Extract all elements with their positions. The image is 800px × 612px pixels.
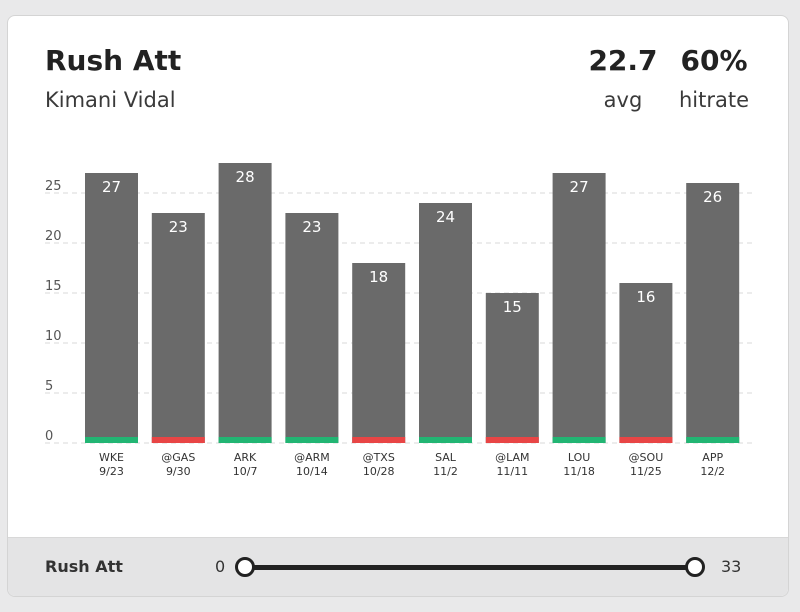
bar-value-label: 24 — [436, 208, 455, 226]
y-tick-label: 0 — [45, 429, 53, 444]
bar[interactable] — [85, 173, 138, 443]
bar-value-label: 27 — [570, 178, 589, 196]
filter-label: Rush Att — [45, 557, 123, 576]
avg-label: avg — [603, 88, 643, 112]
bar[interactable] — [151, 213, 205, 443]
bar[interactable] — [485, 293, 539, 443]
x-tick-date: 10/14 — [296, 465, 328, 478]
bar-value-label: 27 — [102, 178, 121, 196]
bar[interactable] — [552, 173, 606, 443]
bar[interactable] — [419, 203, 472, 443]
x-tick-date: 9/23 — [99, 465, 124, 478]
x-tick-opponent: @SOU — [629, 451, 664, 464]
x-tick-opponent: ARK — [234, 451, 257, 464]
bar[interactable] — [619, 283, 673, 443]
slider-track[interactable] — [245, 565, 695, 570]
range-filter: Rush Att 0 33 — [8, 537, 788, 596]
bar-value-label: 16 — [636, 288, 655, 306]
x-tick-date: 11/25 — [630, 465, 662, 478]
x-tick-date: 11/2 — [433, 465, 458, 478]
bar-value-label: 23 — [169, 218, 188, 236]
bar[interactable] — [686, 183, 740, 443]
x-tick-opponent: APP — [702, 451, 723, 464]
x-tick-date: 11/18 — [563, 465, 595, 478]
x-tick-date: 10/7 — [233, 465, 258, 478]
x-tick-opponent: @TXS — [363, 451, 395, 464]
bar[interactable] — [285, 213, 339, 443]
x-tick-opponent: @ARM — [294, 451, 330, 464]
stat-title: Rush Att — [45, 44, 182, 77]
x-tick-date: 12/2 — [700, 465, 725, 478]
hit-indicator — [686, 437, 740, 443]
x-tick-date: 11/11 — [496, 465, 528, 478]
x-tick-opponent: @GAS — [161, 451, 195, 464]
hit-indicator — [419, 437, 472, 443]
y-tick-label: 25 — [45, 179, 62, 194]
miss-indicator — [485, 437, 539, 443]
bar-value-label: 18 — [369, 268, 388, 286]
slider-min-label: 0 — [215, 557, 226, 576]
slider-max-handle[interactable] — [685, 557, 705, 577]
x-tick-opponent: @LAM — [495, 451, 529, 464]
x-tick-date: 9/30 — [166, 465, 191, 478]
hit-indicator — [218, 437, 272, 443]
y-tick-label: 20 — [45, 229, 62, 244]
y-tick-label: 15 — [45, 279, 62, 294]
miss-indicator — [352, 437, 406, 443]
slider-min-handle[interactable] — [235, 557, 255, 577]
bar-value-label: 28 — [236, 168, 255, 186]
bar-value-label: 23 — [302, 218, 321, 236]
hit-indicator — [285, 437, 339, 443]
hitrate-label: hitrate — [678, 88, 750, 112]
bar[interactable] — [352, 263, 406, 443]
hit-indicator — [552, 437, 606, 443]
x-tick-opponent: WKE — [99, 451, 124, 464]
x-tick-date: 10/28 — [363, 465, 395, 478]
y-tick-label: 5 — [45, 379, 53, 394]
bar-value-label: 15 — [503, 298, 522, 316]
hitrate-value: 60% — [680, 44, 748, 77]
slider-max-label: 33 — [721, 557, 742, 576]
hit-indicator — [85, 437, 138, 443]
stat-card: Rush Att Kimani Vidal 22.7 avg 60% hitra… — [7, 15, 789, 597]
bar[interactable] — [218, 163, 272, 443]
miss-indicator — [619, 437, 673, 443]
player-name: Kimani Vidal — [45, 88, 176, 112]
x-tick-opponent: SAL — [435, 451, 457, 464]
miss-indicator — [151, 437, 205, 443]
avg-value: 22.7 — [588, 44, 658, 77]
bar-value-label: 26 — [703, 188, 722, 206]
x-tick-opponent: LOU — [568, 451, 590, 464]
y-tick-label: 10 — [45, 329, 62, 344]
